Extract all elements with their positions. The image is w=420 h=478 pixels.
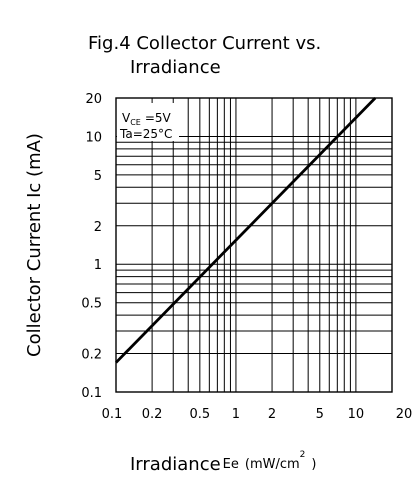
y-tick-label: 0.1 [81, 386, 102, 401]
y-tick-label: 2 [94, 220, 102, 235]
y-axis-label: Collector Current Ic (mA) [24, 133, 45, 357]
x-axis-label-unit: (mW/cm [245, 457, 300, 472]
grid [115, 97, 393, 393]
annotation-box [117, 103, 179, 141]
y-tick-label: 10 [85, 130, 102, 145]
chart-title-line2: Irradiance [130, 57, 221, 78]
annotation-temp: Ta=25°C [119, 127, 172, 141]
x-tick-label: 10 [348, 407, 365, 422]
annotation-vce-prefix: V [122, 111, 131, 125]
x-axis-label-sub: Ee [223, 457, 239, 472]
annotation-vce: VCE =5V [122, 111, 172, 127]
chart-title-line1: Fig.4 Collector Current vs. [88, 33, 321, 54]
x-axis-label-unit-sup: 2 [300, 450, 306, 460]
x-axis-label: Irradiance Ee (mW/cm2) [130, 450, 316, 475]
y-tick-label: 0.5 [81, 297, 102, 312]
x-axis-label-unit-close: ) [311, 457, 316, 472]
y-tick-label: 20 [85, 92, 102, 107]
annotation-vce-value: =5V [145, 111, 172, 125]
x-tick-labels: 0.1 0.2 0.5 1 2 5 10 20 [102, 407, 413, 422]
y-tick-label: 1 [94, 258, 102, 273]
plot-frame [115, 97, 393, 393]
x-tick-label: 20 [396, 407, 413, 422]
x-axis-label-main: Irradiance [130, 454, 221, 475]
y-tick-labels: 0.1 0.2 0.5 1 2 5 10 20 [81, 92, 102, 401]
annotation-vce-sub: CE [130, 118, 141, 127]
y-tick-label: 0.2 [81, 348, 102, 363]
x-tick-label: 0.2 [142, 407, 163, 422]
series-line [115, 97, 377, 364]
x-tick-label: 2 [268, 407, 276, 422]
y-tick-label: 5 [94, 169, 102, 184]
x-tick-label: 0.5 [189, 407, 210, 422]
x-tick-label: 0.1 [102, 407, 123, 422]
x-tick-label: 5 [316, 407, 324, 422]
x-tick-label: 1 [232, 407, 240, 422]
